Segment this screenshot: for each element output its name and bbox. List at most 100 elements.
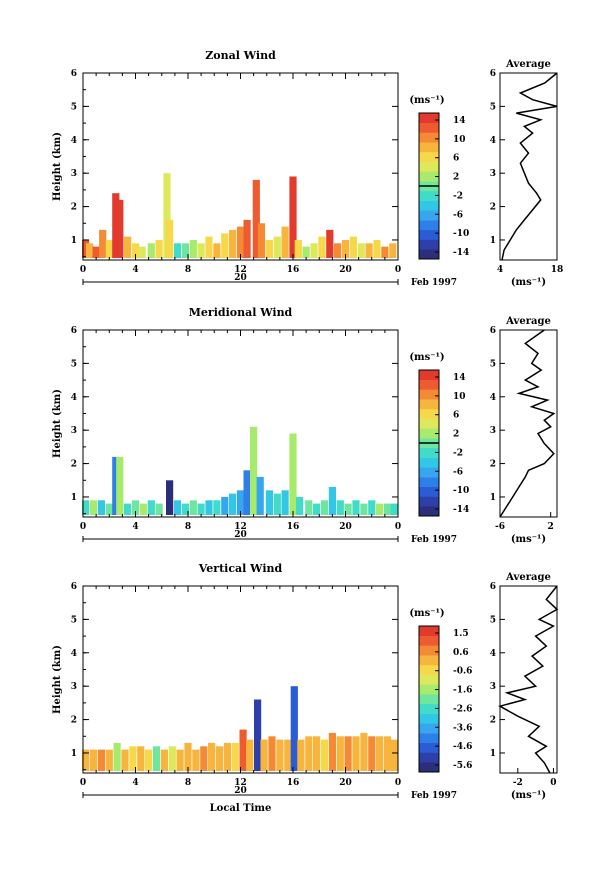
x-tick-label: 20 xyxy=(339,778,352,788)
x-tick-label: 20 xyxy=(339,522,352,532)
average-y-tick-label: 6 xyxy=(490,582,496,592)
y-tick-label: 5 xyxy=(71,102,77,112)
heatmap-cell xyxy=(305,500,313,515)
heatmap-cell xyxy=(213,243,221,258)
heatmap-cell xyxy=(265,240,273,258)
heatmap-cell xyxy=(239,729,247,771)
colorbar-segment xyxy=(419,122,439,133)
heatmap-cell xyxy=(189,240,197,258)
average-profile-line xyxy=(499,329,556,518)
heatmap-cell xyxy=(310,243,318,258)
colorbar-unit: (ms⁻¹) xyxy=(409,608,444,619)
heatmap-cell xyxy=(236,226,245,258)
heatmap-cell xyxy=(236,490,245,515)
average-title: Average xyxy=(505,59,551,70)
heatmap-cell xyxy=(105,240,113,258)
colorbar-segment xyxy=(419,447,439,458)
heatmap-cell xyxy=(89,500,98,515)
colorbar-segment xyxy=(419,379,439,390)
average-frame xyxy=(499,72,558,261)
heatmap-cell xyxy=(376,736,384,771)
y-tick-label: 5 xyxy=(71,359,77,369)
heatmap-cell xyxy=(390,739,398,771)
heatmap-cell xyxy=(284,739,292,771)
heatmap-cell xyxy=(176,749,184,771)
colorbar-tick-label: 14 xyxy=(453,116,466,126)
x-axis-label: Local Time xyxy=(210,803,272,814)
average-y-tick-label: 3 xyxy=(490,169,496,179)
colorbar-tick-label: -14 xyxy=(453,505,469,515)
heatmap-cell xyxy=(213,500,221,515)
colorbar-segment xyxy=(419,635,439,646)
colorbar-segment xyxy=(419,457,439,468)
heatmap-cell xyxy=(320,739,329,771)
colorbar-segment xyxy=(419,467,439,478)
colorbar-segment xyxy=(419,655,439,666)
heatmap-cell xyxy=(246,739,254,771)
heatmap-cell xyxy=(82,749,90,771)
heatmap-cell xyxy=(86,243,94,258)
average-x-tick-label: -2 xyxy=(513,778,523,788)
heatmap-cell xyxy=(320,500,329,515)
heatmap-cell xyxy=(243,219,251,258)
heatmap-cell xyxy=(289,176,297,258)
heatmap-cell xyxy=(229,229,237,258)
heatmap-cell xyxy=(223,742,231,771)
colorbar-segment xyxy=(419,477,439,488)
colorbar-segment xyxy=(419,742,439,753)
heatmap-cell xyxy=(302,246,310,258)
heatmap-cell xyxy=(99,229,107,258)
heatmap-cell xyxy=(221,233,229,258)
heatmap-cell xyxy=(205,500,213,515)
colorbar-segment xyxy=(419,370,439,380)
colorbar-tick-label: -2.6 xyxy=(453,704,472,714)
colorbar-tick-label: -5.6 xyxy=(453,761,472,771)
colorbar-segment xyxy=(419,664,439,675)
heatmap-cell xyxy=(89,749,98,771)
colorbar-tick-label: -4.6 xyxy=(453,742,472,752)
y-tick-label: 1 xyxy=(71,236,77,246)
heatmap-cell xyxy=(336,500,344,515)
heatmap-cell xyxy=(336,736,344,771)
colorbar-tick-label: 2 xyxy=(453,430,459,440)
colorbar-frame xyxy=(418,625,440,773)
heatmap-cell xyxy=(273,493,281,515)
month-label: Feb 1997 xyxy=(411,535,457,545)
heatmap-cell xyxy=(273,236,281,258)
y-tick-label: 3 xyxy=(71,426,77,436)
colorbar-segment xyxy=(419,506,439,517)
heatmap-cell xyxy=(341,240,350,258)
heatmap-cell xyxy=(138,246,146,258)
heatmap-cell xyxy=(252,179,260,258)
heatmap-cell xyxy=(360,503,368,515)
heatmap-cell xyxy=(328,486,336,515)
average-y-tick-label: 6 xyxy=(490,69,496,79)
heatmap-cell xyxy=(256,476,264,515)
heatmap-cell xyxy=(243,470,251,516)
heatmap-cell xyxy=(155,503,163,515)
y-tick-label: 4 xyxy=(71,136,77,146)
heatmap-cell xyxy=(344,503,352,515)
heatmap-cell xyxy=(349,236,357,258)
average-frame xyxy=(499,329,558,518)
heatmap-cell xyxy=(250,426,258,515)
y-tick-label: 5 xyxy=(71,615,77,625)
colorbar-segment xyxy=(419,408,439,419)
heatmap-cell xyxy=(97,500,105,515)
heatmap-cell xyxy=(265,490,273,515)
heatmap-cell xyxy=(160,749,168,771)
colorbar-segment xyxy=(419,762,439,773)
heatmap-cell xyxy=(215,746,224,771)
average-y-tick-label: 3 xyxy=(490,426,496,436)
colorbar-segment xyxy=(419,200,439,211)
heatmap-cell xyxy=(368,500,376,515)
colorbar-segment xyxy=(419,428,439,439)
heatmap-cell xyxy=(124,503,132,515)
heatmap-cell xyxy=(381,246,389,258)
heatmap-cell xyxy=(376,503,384,515)
heatmap-cell xyxy=(112,456,120,515)
heatmap-cell xyxy=(281,490,289,515)
colorbar-segment xyxy=(419,210,439,221)
y-tick-label: 6 xyxy=(71,69,77,79)
x-tick-label: 8 xyxy=(185,265,191,275)
